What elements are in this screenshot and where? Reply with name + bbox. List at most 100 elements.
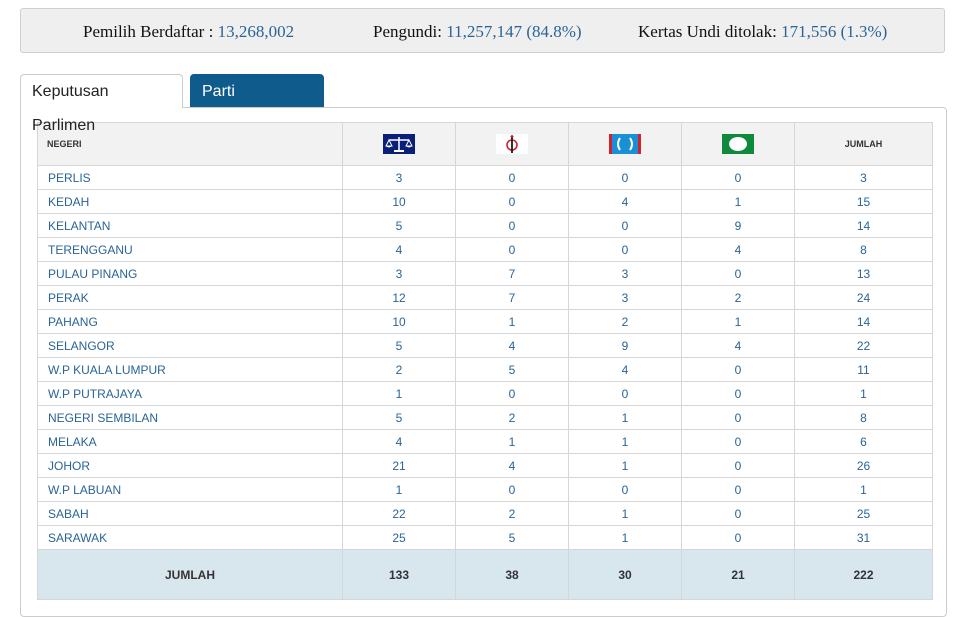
seat-count-cell[interactable]: 0 [455, 381, 569, 406]
seat-count-cell[interactable]: 22 [342, 501, 456, 526]
row-total-cell[interactable]: 6 [794, 429, 933, 454]
seat-count-cell[interactable]: 1 [568, 453, 682, 478]
seat-count-cell[interactable]: 2 [455, 405, 569, 430]
seat-count-cell[interactable]: 5 [455, 525, 569, 550]
seat-count-cell[interactable]: 0 [455, 477, 569, 502]
seat-count-cell[interactable]: 4 [568, 357, 682, 382]
state-name-cell[interactable]: KEDAH [37, 189, 343, 214]
state-name-cell[interactable]: W.P LABUAN [37, 477, 343, 502]
row-total-cell[interactable]: 3 [794, 165, 933, 190]
seat-count-cell[interactable]: 3 [342, 165, 456, 190]
state-name-cell[interactable]: NEGERI SEMBILAN [37, 405, 343, 430]
state-name-cell[interactable]: PULAU PINANG [37, 261, 343, 286]
seat-count-cell[interactable]: 0 [568, 237, 682, 262]
row-total-cell[interactable]: 15 [794, 189, 933, 214]
seat-count-cell[interactable]: 3 [342, 261, 456, 286]
seat-count-cell[interactable]: 1 [342, 381, 456, 406]
row-total-cell[interactable]: 14 [794, 213, 933, 238]
seat-count-cell[interactable]: 0 [455, 189, 569, 214]
seat-count-cell[interactable]: 4 [455, 453, 569, 478]
table-row[interactable]: SARAWAK 25 5 1 0 31 [37, 525, 933, 550]
seat-count-cell[interactable]: 0 [681, 357, 795, 382]
row-total-cell[interactable]: 8 [794, 237, 933, 262]
seat-count-cell[interactable]: 0 [681, 261, 795, 286]
row-total-cell[interactable]: 1 [794, 477, 933, 502]
seat-count-cell[interactable]: 0 [681, 429, 795, 454]
seat-count-cell[interactable]: 0 [681, 525, 795, 550]
table-row[interactable]: W.P LABUAN 1 0 0 0 1 [37, 477, 933, 502]
seat-count-cell[interactable]: 0 [568, 477, 682, 502]
table-row[interactable]: KEDAH 10 0 4 1 15 [37, 189, 933, 214]
table-row[interactable]: PAHANG 10 1 2 1 14 [37, 309, 933, 334]
state-name-cell[interactable]: TERENGGANU [37, 237, 343, 262]
state-name-cell[interactable]: W.P KUALA LUMPUR [37, 357, 343, 382]
seat-count-cell[interactable]: 1 [568, 429, 682, 454]
seat-count-cell[interactable]: 1 [455, 309, 569, 334]
table-row[interactable]: KELANTAN 5 0 0 9 14 [37, 213, 933, 238]
seat-count-cell[interactable]: 0 [681, 477, 795, 502]
table-row[interactable]: PERLIS 3 0 0 0 3 [37, 165, 933, 190]
seat-count-cell[interactable]: 4 [342, 237, 456, 262]
seat-count-cell[interactable]: 0 [455, 213, 569, 238]
row-total-cell[interactable]: 11 [794, 357, 933, 382]
seat-count-cell[interactable]: 1 [681, 189, 795, 214]
seat-count-cell[interactable]: 25 [342, 525, 456, 550]
table-row[interactable]: W.P PUTRAJAYA 1 0 0 0 1 [37, 381, 933, 406]
seat-count-cell[interactable]: 1 [568, 501, 682, 526]
seat-count-cell[interactable]: 9 [568, 333, 682, 358]
row-total-cell[interactable]: 8 [794, 405, 933, 430]
seat-count-cell[interactable]: 0 [681, 501, 795, 526]
tab-parti-bertanding[interactable]: Parti Bertanding [190, 74, 324, 134]
row-total-cell[interactable]: 26 [794, 453, 933, 478]
seat-count-cell[interactable]: 7 [455, 261, 569, 286]
seat-count-cell[interactable]: 1 [568, 405, 682, 430]
table-row[interactable]: W.P KUALA LUMPUR 2 5 4 0 11 [37, 357, 933, 382]
seat-count-cell[interactable]: 0 [681, 453, 795, 478]
seat-count-cell[interactable]: 5 [455, 357, 569, 382]
table-row[interactable]: MELAKA 4 1 1 0 6 [37, 429, 933, 454]
state-name-cell[interactable]: W.P PUTRAJAYA [37, 381, 343, 406]
seat-count-cell[interactable]: 0 [681, 381, 795, 406]
seat-count-cell[interactable]: 0 [568, 213, 682, 238]
state-name-cell[interactable]: MELAKA [37, 429, 343, 454]
table-row[interactable]: PERAK 12 7 3 2 24 [37, 285, 933, 310]
table-row[interactable]: TERENGGANU 4 0 0 4 8 [37, 237, 933, 262]
row-total-cell[interactable]: 22 [794, 333, 933, 358]
state-name-cell[interactable]: JOHOR [37, 453, 343, 478]
seat-count-cell[interactable]: 1 [342, 477, 456, 502]
seat-count-cell[interactable]: 21 [342, 453, 456, 478]
seat-count-cell[interactable]: 7 [455, 285, 569, 310]
row-total-cell[interactable]: 31 [794, 525, 933, 550]
table-row[interactable]: PULAU PINANG 3 7 3 0 13 [37, 261, 933, 286]
table-row[interactable]: SABAH 22 2 1 0 25 [37, 501, 933, 526]
seat-count-cell[interactable]: 0 [568, 381, 682, 406]
seat-count-cell[interactable]: 4 [342, 429, 456, 454]
state-name-cell[interactable]: SARAWAK [37, 525, 343, 550]
seat-count-cell[interactable]: 5 [342, 405, 456, 430]
seat-count-cell[interactable]: 2 [681, 285, 795, 310]
seat-count-cell[interactable]: 4 [568, 189, 682, 214]
seat-count-cell[interactable]: 10 [342, 309, 456, 334]
row-total-cell[interactable]: 13 [794, 261, 933, 286]
seat-count-cell[interactable]: 1 [568, 525, 682, 550]
table-row[interactable]: JOHOR 21 4 1 0 26 [37, 453, 933, 478]
seat-count-cell[interactable]: 4 [455, 333, 569, 358]
seat-count-cell[interactable]: 1 [455, 429, 569, 454]
seat-count-cell[interactable]: 0 [455, 237, 569, 262]
seat-count-cell[interactable]: 2 [568, 309, 682, 334]
row-total-cell[interactable]: 1 [794, 381, 933, 406]
seat-count-cell[interactable]: 9 [681, 213, 795, 238]
row-total-cell[interactable]: 14 [794, 309, 933, 334]
state-name-cell[interactable]: PAHANG [37, 309, 343, 334]
seat-count-cell[interactable]: 3 [568, 285, 682, 310]
seat-count-cell[interactable]: 2 [455, 501, 569, 526]
row-total-cell[interactable]: 25 [794, 501, 933, 526]
state-name-cell[interactable]: PERLIS [37, 165, 343, 190]
seat-count-cell[interactable]: 0 [568, 165, 682, 190]
state-name-cell[interactable]: KELANTAN [37, 213, 343, 238]
seat-count-cell[interactable]: 1 [681, 309, 795, 334]
seat-count-cell[interactable]: 4 [681, 333, 795, 358]
seat-count-cell[interactable]: 10 [342, 189, 456, 214]
seat-count-cell[interactable]: 5 [342, 333, 456, 358]
seat-count-cell[interactable]: 3 [568, 261, 682, 286]
